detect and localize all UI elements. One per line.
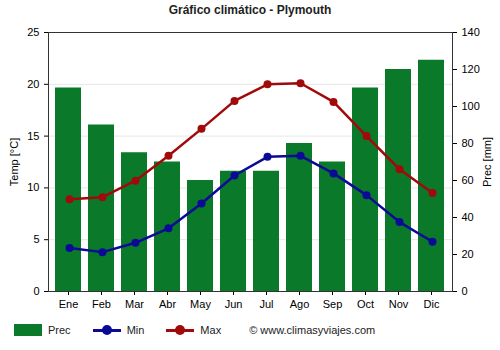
svg-text:15: 15 — [27, 130, 39, 142]
html-text:Gráfico climático - Plymouth: Gráfico climático - Plymouth — [168, 3, 332, 17]
svg-text:0: 0 — [33, 285, 39, 297]
svg-text:140: 140 — [462, 26, 480, 38]
svg-text:10: 10 — [27, 181, 39, 193]
svg-text:25: 25 — [27, 26, 39, 38]
svg-text:Sep: Sep — [323, 298, 343, 310]
html-text:Max: Max — [200, 324, 222, 336]
svg-text:80: 80 — [462, 137, 474, 149]
svg-text:40: 40 — [462, 211, 474, 223]
svg-text:May: May — [190, 298, 211, 310]
html-text:© www.climasyviajes.com: © www.climasyviajes.com — [249, 324, 376, 336]
svg-text:Ene: Ene — [59, 298, 79, 310]
svg-text:Abr: Abr — [159, 298, 176, 310]
html-text:Min: Min — [126, 324, 145, 336]
svg-text:Temp [°C]: Temp [°C] — [8, 138, 20, 186]
svg-text:Ago: Ago — [290, 298, 310, 310]
svg-text:Jun: Jun — [225, 298, 243, 310]
svg-text:Feb: Feb — [92, 298, 111, 310]
svg-text:Oct: Oct — [357, 298, 374, 310]
svg-text:20: 20 — [462, 248, 474, 260]
svg-text:Jul: Jul — [259, 298, 273, 310]
svg-text:20: 20 — [27, 78, 39, 90]
svg-text:Dic: Dic — [424, 298, 440, 310]
svg-text:Nov: Nov — [389, 298, 409, 310]
svg-text:Mar: Mar — [125, 298, 144, 310]
svg-text:120: 120 — [462, 63, 480, 75]
svg-text:0: 0 — [462, 285, 468, 297]
svg-text:100: 100 — [462, 100, 480, 112]
html-text:Prec: Prec — [48, 324, 71, 336]
svg-text:5: 5 — [33, 233, 39, 245]
svg-text:Prec [mm]: Prec [mm] — [481, 137, 493, 187]
svg-text:60: 60 — [462, 174, 474, 186]
